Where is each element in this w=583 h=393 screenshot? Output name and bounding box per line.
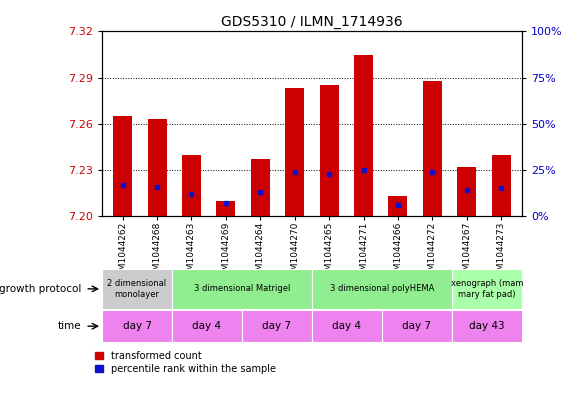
Bar [382,310,452,342]
Bar [285,88,304,216]
Bar [319,85,339,216]
Bar [312,269,452,309]
Text: 3 dimensional polyHEMA: 3 dimensional polyHEMA [329,285,434,293]
Text: day 7: day 7 [262,321,292,331]
Text: time: time [57,321,81,331]
Bar [312,310,382,342]
Text: growth protocol: growth protocol [0,284,81,294]
Bar [113,116,132,216]
Bar [102,269,172,309]
Text: 3 dimensional Matrigel: 3 dimensional Matrigel [194,285,290,293]
Title: GDS5310 / ILMN_1714936: GDS5310 / ILMN_1714936 [221,15,403,29]
Bar [147,119,167,216]
Bar [452,310,522,342]
Text: 2 dimensional
monolayer: 2 dimensional monolayer [107,279,167,299]
Bar [102,310,172,342]
Bar [216,201,236,216]
Bar [172,269,312,309]
Bar [457,167,476,216]
Bar [242,310,312,342]
Bar [388,196,408,216]
Bar [423,81,442,216]
Text: day 4: day 4 [332,321,361,331]
Text: day 43: day 43 [469,321,505,331]
Bar [452,269,522,309]
Bar [172,310,242,342]
Legend: transformed count, percentile rank within the sample: transformed count, percentile rank withi… [95,351,276,374]
Bar [182,154,201,216]
Bar [251,159,270,216]
Bar [491,154,511,216]
Text: xenograph (mam
mary fat pad): xenograph (mam mary fat pad) [451,279,523,299]
Text: day 7: day 7 [402,321,431,331]
Bar [354,55,373,216]
Text: day 4: day 4 [192,321,222,331]
Text: day 7: day 7 [122,321,152,331]
